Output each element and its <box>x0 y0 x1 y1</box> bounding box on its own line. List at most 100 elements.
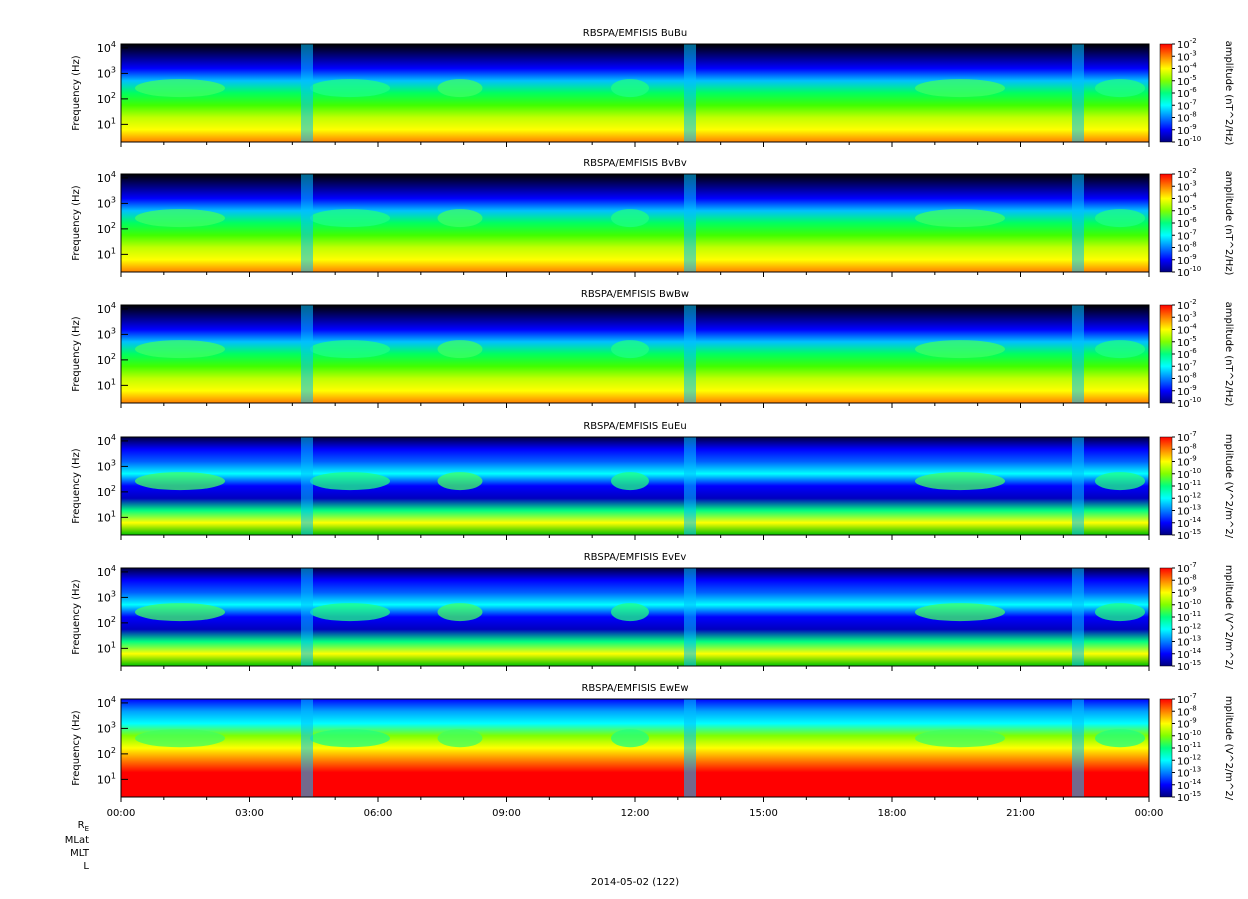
colorbar-label: amplitude (nT^2/Hz) <box>1223 171 1234 276</box>
panel-title: RBSPA/EMFISIS EuEu <box>583 421 686 432</box>
colorbar-tick-label: 10-10 <box>1177 265 1201 279</box>
emission-band <box>1095 729 1145 748</box>
emission-band <box>437 340 483 359</box>
colorbar-tick-label: 10-5 <box>1177 335 1197 349</box>
y-tick-label: 104 <box>97 564 116 579</box>
emission-band <box>135 340 225 359</box>
emission-band <box>915 79 1005 98</box>
perigee-spike <box>1072 568 1084 666</box>
emission-band <box>437 209 483 228</box>
y-axis-label: Frequency (Hz) <box>71 710 82 786</box>
colorbar <box>1159 304 1173 404</box>
panel-title: RBSPA/EMFISIS BvBv <box>583 158 687 169</box>
y-tick-label: 101 <box>97 246 116 261</box>
row-label-mlt: MLT <box>70 848 90 859</box>
emission-band <box>437 729 483 748</box>
colorbar-tick-label: 10-6 <box>1177 86 1197 100</box>
colorbar <box>1159 43 1173 143</box>
row-label-l: L <box>83 861 89 872</box>
x-tick-label: 12:00 <box>621 808 650 819</box>
emission-band <box>1095 340 1145 359</box>
colorbar-tick-label: 10-3 <box>1177 310 1197 324</box>
colorbar-tick-label: 10-11 <box>1177 479 1201 493</box>
colorbar-tick-label: 10-12 <box>1177 622 1201 636</box>
colorbar-tick-label: 10-9 <box>1177 253 1197 267</box>
panel-title: RBSPA/EMFISIS EwEw <box>581 683 688 694</box>
perigee-spike <box>301 174 313 272</box>
perigee-spike <box>684 568 696 666</box>
emission-band <box>611 209 649 228</box>
y-tick-label: 103 <box>97 589 116 604</box>
panel-title: RBSPA/EMFISIS EvEv <box>584 552 687 563</box>
emission-band <box>611 603 649 622</box>
colorbar <box>1159 698 1173 798</box>
x-tick-label: 09:00 <box>492 808 521 819</box>
colorbar-tick-label: 10-3 <box>1177 179 1197 193</box>
colorbar-tick-label: 10-8 <box>1177 704 1197 718</box>
panel-2: RBSPA/EMFISIS BvBv 101 102 103 104 Frequency … <box>71 158 1234 279</box>
colorbar-tick-label: 10-15 <box>1177 528 1201 542</box>
y-tick-label: 102 <box>97 352 116 367</box>
colorbar-tick-label: 10-9 <box>1177 123 1197 137</box>
y-tick-label: 102 <box>97 221 116 236</box>
perigee-spike <box>1072 699 1084 797</box>
colorbar-tick-label: 10-7 <box>1177 359 1197 373</box>
emission-band <box>1095 79 1145 98</box>
emission-band <box>135 209 225 228</box>
y-axis-label: Frequency (Hz) <box>71 316 82 392</box>
colorbar-tick-label: 10-2 <box>1177 167 1197 181</box>
colorbar-tick-label: 10-10 <box>1177 467 1201 481</box>
emission-band <box>611 472 649 491</box>
y-tick-label: 102 <box>97 615 116 630</box>
x-tick-label: 18:00 <box>878 808 907 819</box>
colorbar-tick-label: 10-7 <box>1177 692 1197 706</box>
perigee-spike <box>1072 174 1084 272</box>
colorbar <box>1159 436 1173 536</box>
colorbar-tick-label: 10-2 <box>1177 298 1197 312</box>
perigee-spike <box>301 699 313 797</box>
y-tick-label: 103 <box>97 458 116 473</box>
emission-band <box>310 209 390 228</box>
colorbar-tick-label: 10-7 <box>1177 98 1197 112</box>
y-tick-label: 104 <box>97 170 116 185</box>
colorbar-tick-label: 10-7 <box>1177 228 1197 242</box>
panel-title: RBSPA/EMFISIS BwBw <box>581 289 689 300</box>
colorbar-tick-label: 10-9 <box>1177 455 1197 469</box>
colorbar-tick-label: 10-5 <box>1177 74 1197 88</box>
colorbar-label: mplitude (V^2/m^2/ <box>1223 696 1234 801</box>
emission-band <box>915 340 1005 359</box>
emission-band <box>1095 472 1145 491</box>
perigee-spike <box>301 44 313 142</box>
panels: RBSPA/EMFISIS BuBu 101 102 103 104 Frequency … <box>71 28 1234 819</box>
colorbar-tick-label: 10-9 <box>1177 384 1197 398</box>
perigee-spike <box>1072 305 1084 403</box>
emission-band <box>310 340 390 359</box>
colorbar-tick-label: 10-7 <box>1177 561 1197 575</box>
y-tick-label: 101 <box>97 116 116 131</box>
colorbar <box>1159 173 1173 273</box>
y-tick-label: 103 <box>97 720 116 735</box>
emission-band <box>437 472 483 491</box>
colorbar-tick-label: 10-4 <box>1177 323 1197 337</box>
colorbar-tick-label: 10-13 <box>1177 766 1201 780</box>
perigee-spike <box>684 437 696 535</box>
row-label-re: RE <box>78 820 89 833</box>
perigee-spike <box>684 305 696 403</box>
panel-4: RBSPA/EMFISIS EuEu 101 102 103 104 Frequency … <box>71 421 1234 542</box>
colorbar-tick-label: 10-15 <box>1177 659 1201 673</box>
panel-title: RBSPA/EMFISIS BuBu <box>583 28 687 39</box>
emission-band <box>915 472 1005 491</box>
colorbar-tick-label: 10-5 <box>1177 204 1197 218</box>
x-tick-label: 00:00 <box>107 808 136 819</box>
emission-band <box>915 729 1005 748</box>
colorbar-tick-label: 10-11 <box>1177 741 1201 755</box>
y-tick-label: 101 <box>97 771 116 786</box>
panel-6: RBSPA/EMFISIS EwEw 101 102 103 104 Frequency … <box>71 683 1234 819</box>
colorbar-tick-label: 10-9 <box>1177 586 1197 600</box>
y-axis-label: Frequency (Hz) <box>71 448 82 524</box>
colorbar-tick-label: 10-8 <box>1177 111 1197 125</box>
colorbar-tick-label: 10-14 <box>1177 778 1202 792</box>
y-axis-label: Frequency (Hz) <box>71 55 82 131</box>
colorbar-tick-label: 10-10 <box>1177 396 1201 410</box>
